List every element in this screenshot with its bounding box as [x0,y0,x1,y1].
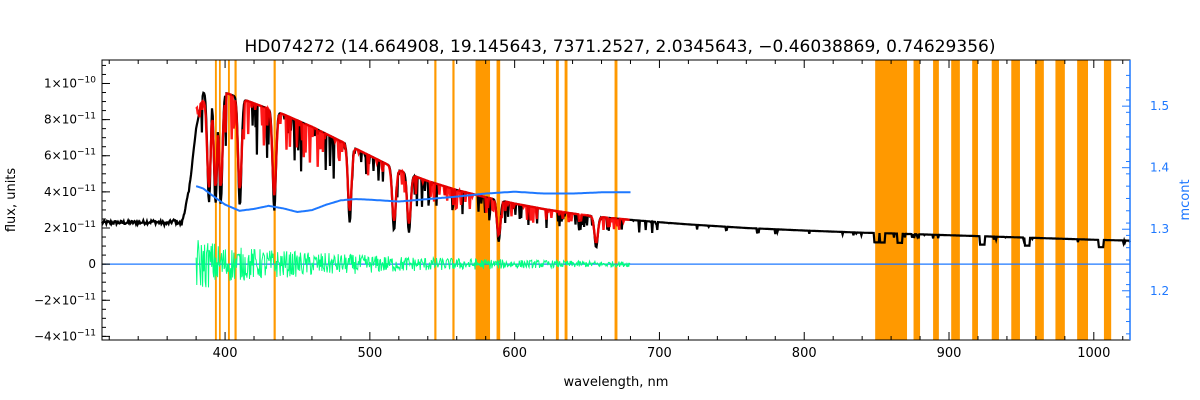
masked-region [951,60,960,340]
masked-region [1011,60,1020,340]
masked-region [913,60,921,340]
masked-region [614,60,618,340]
x-tick-label: 700 [647,346,672,361]
masked-region [933,60,939,340]
x-axis-label: wavelength, nm [564,375,669,390]
y-tick-label: 6×10−11 [44,148,96,163]
y-tick-label: 2×10−11 [44,220,96,235]
masked-region [1077,60,1089,340]
x-axis-ticks: 400 500 600 700 800 900 1000 [108,60,1124,361]
model-spectrum-line [195,92,630,244]
series-layer [101,91,1132,288]
x-tick-label: 500 [357,346,382,361]
masked-region [972,60,978,340]
y-tick-label: −4×10−11 [34,328,96,343]
masked-region [991,60,999,340]
x-tick-label: 400 [213,346,238,361]
residuals-line [195,240,631,288]
masked-region [496,60,501,340]
y-tick-label: 4×10−11 [44,184,96,199]
y2-tick-label: 1.3 [1150,222,1169,236]
y2-axis-ticks: 1.2 1.3 1.4 1.5 [1122,74,1169,335]
y-tick-label: 1×10−10 [44,75,96,90]
x-tick-label: 600 [502,346,527,361]
masked-region [227,60,230,340]
x-tick-label: 900 [937,346,962,361]
masked-region [1103,60,1112,340]
y-tick-label: 0 [88,257,96,271]
masked-region [1035,60,1044,340]
y-tick-label: −2×10−11 [34,292,96,307]
y2-tick-label: 1.2 [1150,284,1169,298]
y2-axis-label: mcont [1178,179,1193,220]
x-tick-label: 1000 [1077,346,1110,361]
masked-region [234,60,237,340]
masked-region [875,60,908,340]
y2-tick-label: 1.5 [1150,99,1169,113]
mcont-line [195,185,631,214]
chart-title: HD074272 (14.664908, 19.145643, 7371.252… [245,37,996,57]
masked-region [555,60,559,340]
y2-tick-label: 1.4 [1150,161,1169,175]
masked-region [1055,60,1065,340]
y-tick-label: 8×10−11 [44,112,96,127]
y-axis-label: flux, units [4,168,19,233]
y-axis-ticks: 1×10−10 8×10−11 6×10−11 4×10−11 2×10−11 0 −2×1… [34,64,110,343]
x-tick-label: 800 [792,346,817,361]
masked-region [564,60,568,340]
